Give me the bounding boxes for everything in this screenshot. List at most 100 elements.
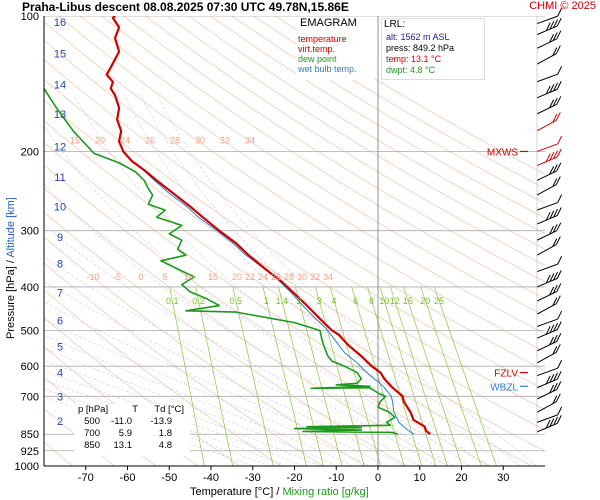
- wind-barb-feather: [549, 384, 555, 394]
- table-cell: 13.1: [113, 440, 133, 451]
- wind-barb-staff: [536, 202, 558, 211]
- wind-barb-feather: [556, 321, 562, 330]
- altitude-tick-label: 2: [57, 416, 63, 428]
- wind-barb-feather: [552, 32, 558, 41]
- lrl-altitude: alt: 1562 m ASL: [386, 32, 450, 42]
- mixing-ratio-line: [169, 286, 205, 466]
- table-cell: 850: [84, 440, 100, 451]
- wind-barb-feather: [545, 211, 551, 221]
- levels-table: p [hPa] T Td [°C] 500 -11.0 -13.9 700 5.…: [74, 404, 190, 456]
- moist-adiabat: [44, 255, 420, 466]
- lrl-dew-point: dwpt: 4.8 °C: [386, 65, 436, 75]
- mixing-ratio-line: [329, 286, 381, 466]
- wind-barb-staff: [536, 318, 558, 328]
- x-axis-label-mixing-ratio: Mixing ratio [g/kg]: [282, 486, 369, 498]
- legend-title: EMAGRAM: [300, 17, 357, 29]
- moist-adiabat: [44, 125, 470, 466]
- lrl-title: LRL:: [384, 19, 406, 30]
- wind-barb-feather: [549, 20, 555, 30]
- wind-barb-feather: [549, 99, 555, 109]
- wind-barb-feather: [552, 383, 558, 392]
- mixing-ratio-line: [390, 286, 448, 466]
- wind-barb-feather: [557, 65, 563, 75]
- mixing-ratio-label: 0.2: [192, 296, 205, 306]
- legend-item-wet-bulb: wet bulb temp.: [298, 64, 357, 74]
- chart-title: Praha-Libus descent 08.08.2025 07:30 UTC…: [22, 0, 349, 14]
- pressure-tick-label: 100: [21, 11, 39, 23]
- mixing-ratio-label: 1.4: [276, 296, 289, 306]
- wind-barb-feather: [556, 96, 562, 105]
- wind-barb-feather: [552, 346, 558, 355]
- theta-label: 20: [95, 135, 105, 145]
- dry-adiabat: [166, 16, 545, 250]
- wind-barb-feather: [556, 333, 562, 342]
- wind-barb-feather: [549, 374, 555, 383]
- theta-label: 22: [245, 272, 255, 282]
- wind-barb-staff: [536, 367, 558, 377]
- y-axis-label-separator: /: [5, 257, 17, 267]
- wind-barb-feather: [556, 370, 562, 380]
- mixing-ratio-label: 1: [264, 296, 269, 306]
- theta-label: -5: [113, 272, 121, 282]
- x-axis-label: Temperature [°C] / Mixing ratio [g/kg]: [190, 486, 369, 498]
- wind-barb-feather: [553, 82, 559, 92]
- temperature-tick-label: 0: [375, 472, 381, 484]
- mixing-ratio-line: [379, 286, 437, 466]
- moist-adiabat: [44, 301, 387, 466]
- legend-item-temperature: temperature: [298, 34, 347, 44]
- temperature-tick-label: -20: [287, 472, 303, 484]
- wind-barb-feather: [553, 19, 559, 28]
- wind-barb-staff: [536, 143, 558, 152]
- wind-barb-staff: [536, 414, 558, 423]
- wind-barb-feather: [552, 164, 558, 173]
- wind-barb-feather: [549, 336, 555, 346]
- wind-barb-feather: [555, 176, 561, 185]
- temperature-tick-label: -60: [120, 472, 136, 484]
- theta-label: 20: [232, 272, 242, 282]
- dry-adiabat: [253, 16, 545, 189]
- wind-barb-feather: [555, 295, 561, 304]
- pressure-tick-label: 500: [21, 326, 39, 338]
- dry-adiabat: [231, 16, 545, 204]
- altitude-tick-label: 7: [57, 288, 63, 300]
- wind-barb-feather: [556, 207, 562, 216]
- temperature-tick-label: -10: [328, 472, 344, 484]
- altitude-tick-label: 14: [54, 80, 66, 92]
- wind-barb-feather: [552, 97, 558, 107]
- wind-barb-feather: [552, 334, 558, 344]
- mixing-ratio-label: 4: [331, 296, 336, 306]
- table-row: 850 13.1 4.8: [74, 440, 190, 452]
- dry-adiabat: [274, 16, 545, 175]
- temperature-tick-label: -50: [161, 472, 177, 484]
- temperature-tick-label: -40: [203, 472, 219, 484]
- y-axis-label-altitude: Altitude [km]: [5, 197, 17, 258]
- wind-barb-feather: [557, 7, 563, 17]
- wind-barb-feather: [556, 222, 562, 231]
- theta-label: 32: [220, 135, 230, 145]
- wind-barb-feather: [553, 322, 559, 332]
- table-cell: -13.9: [150, 416, 172, 427]
- theta-label: 34: [245, 135, 255, 145]
- altitude-tick-label: 13: [54, 109, 66, 121]
- wind-barb-feather: [552, 47, 558, 56]
- lrl-box: LRL: alt: 1562 m ASL press: 849.2 hPa te…: [381, 18, 485, 80]
- wind-barb-feather: [555, 45, 561, 54]
- mixing-ratio-label: 6: [353, 296, 358, 306]
- wind-barb-feather: [552, 297, 558, 306]
- wind-barb-feather: [545, 274, 551, 284]
- wind-barb-feather: [557, 359, 563, 369]
- theta-label: 24: [258, 272, 268, 282]
- mixing-ratio-label: 8: [369, 296, 374, 306]
- altitude-tick-label: 6: [57, 316, 63, 328]
- mixing-ratio-label: 2: [296, 296, 301, 306]
- wind-barb-feather: [552, 224, 558, 233]
- wind-barb-feather: [552, 395, 558, 404]
- dry-adiabat: [44, 99, 545, 431]
- wind-barb-feather: [556, 148, 562, 158]
- temperature-tick-label: 20: [455, 472, 467, 484]
- dry-adiabat: [44, 187, 449, 466]
- mixing-ratio-label: 0.5: [230, 296, 243, 306]
- mixing-ratio-label: 12: [390, 296, 400, 306]
- temperature-tick-label: 30: [497, 472, 509, 484]
- wind-barb-feather: [545, 375, 551, 385]
